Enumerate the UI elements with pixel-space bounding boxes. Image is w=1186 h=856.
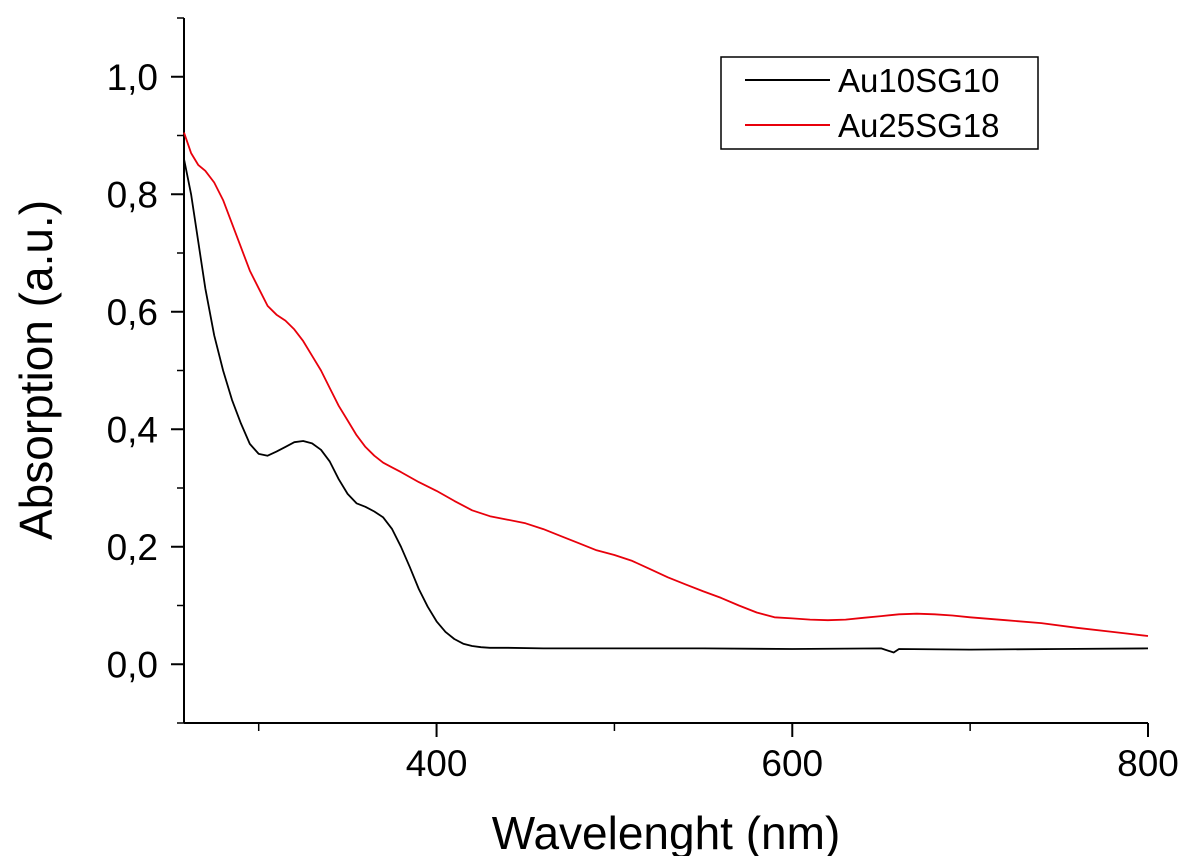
x-tick-label: 800 <box>1117 743 1179 784</box>
legend: Au10SG10 Au25SG18 <box>720 56 1039 150</box>
legend-label-au10sg10: Au10SG10 <box>838 62 999 99</box>
x-tick-label: 600 <box>761 743 823 784</box>
y-tick-label: 0,4 <box>107 409 158 450</box>
axes <box>171 17 1149 737</box>
y-tick-label: 0,0 <box>107 644 158 685</box>
legend-label-au25sg18: Au25SG18 <box>838 107 999 144</box>
y-tick-label: 0,2 <box>107 527 158 568</box>
series-layer <box>183 132 1149 654</box>
y-tick-label: 0,8 <box>107 174 158 215</box>
tick-labels: 400 600 800 0,0 0,2 0,4 0,6 0,8 1,0 <box>107 57 1179 784</box>
series-line-au25sg18 <box>183 132 1149 637</box>
y-tick-label: 0,6 <box>107 292 158 333</box>
x-tick-label: 400 <box>406 743 468 784</box>
y-tick-label: 1,0 <box>107 57 158 98</box>
x-axis-title: Wavelenght (nm) <box>492 807 841 856</box>
y-axis-title: Absorption (a.u.) <box>10 200 62 540</box>
legend-box <box>720 56 1039 150</box>
series-line-au10sg10 <box>183 158 1149 654</box>
